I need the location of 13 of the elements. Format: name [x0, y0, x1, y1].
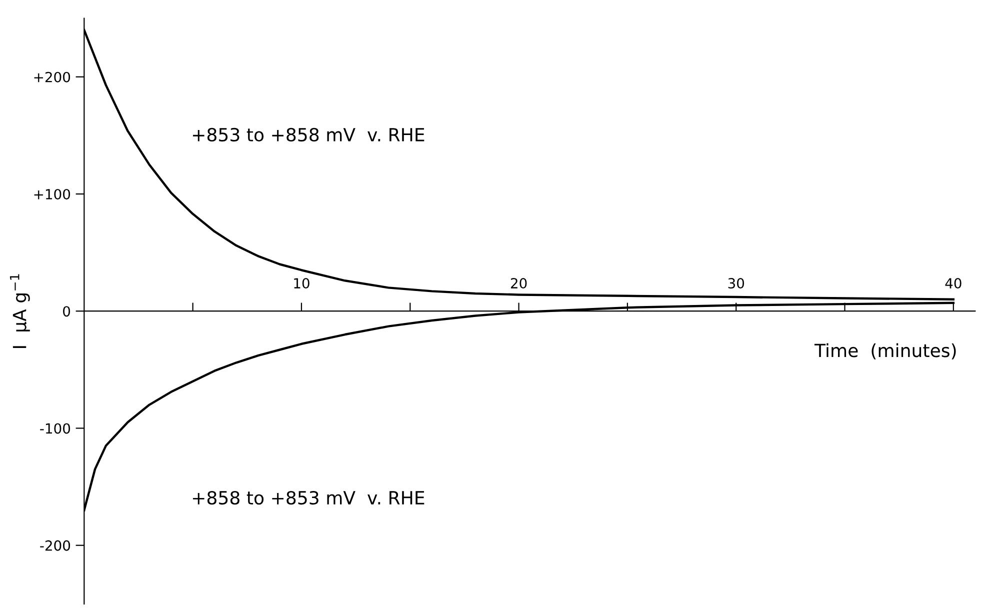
x-tick-label: 20: [510, 278, 527, 289]
annotation: +858 to +853 mV v. RHE: [192, 490, 424, 505]
x-tick-label: 30: [728, 278, 744, 289]
annotation: +853 to +858 mV v. RHE: [192, 128, 424, 142]
y-tick-label: 0: [63, 306, 70, 317]
y-tick-label: +200: [34, 72, 70, 82]
x-tick-label: 10: [294, 278, 310, 289]
y-tick-label: -100: [40, 423, 70, 434]
y-tick-label: -200: [40, 540, 70, 551]
y-tick-label: +100: [34, 188, 70, 200]
y-axis-title: I μA g$^{−1}$: [10, 274, 30, 348]
x-axis-title: Time (minutes): [814, 343, 956, 360]
x-tick-label: 40: [945, 278, 962, 289]
